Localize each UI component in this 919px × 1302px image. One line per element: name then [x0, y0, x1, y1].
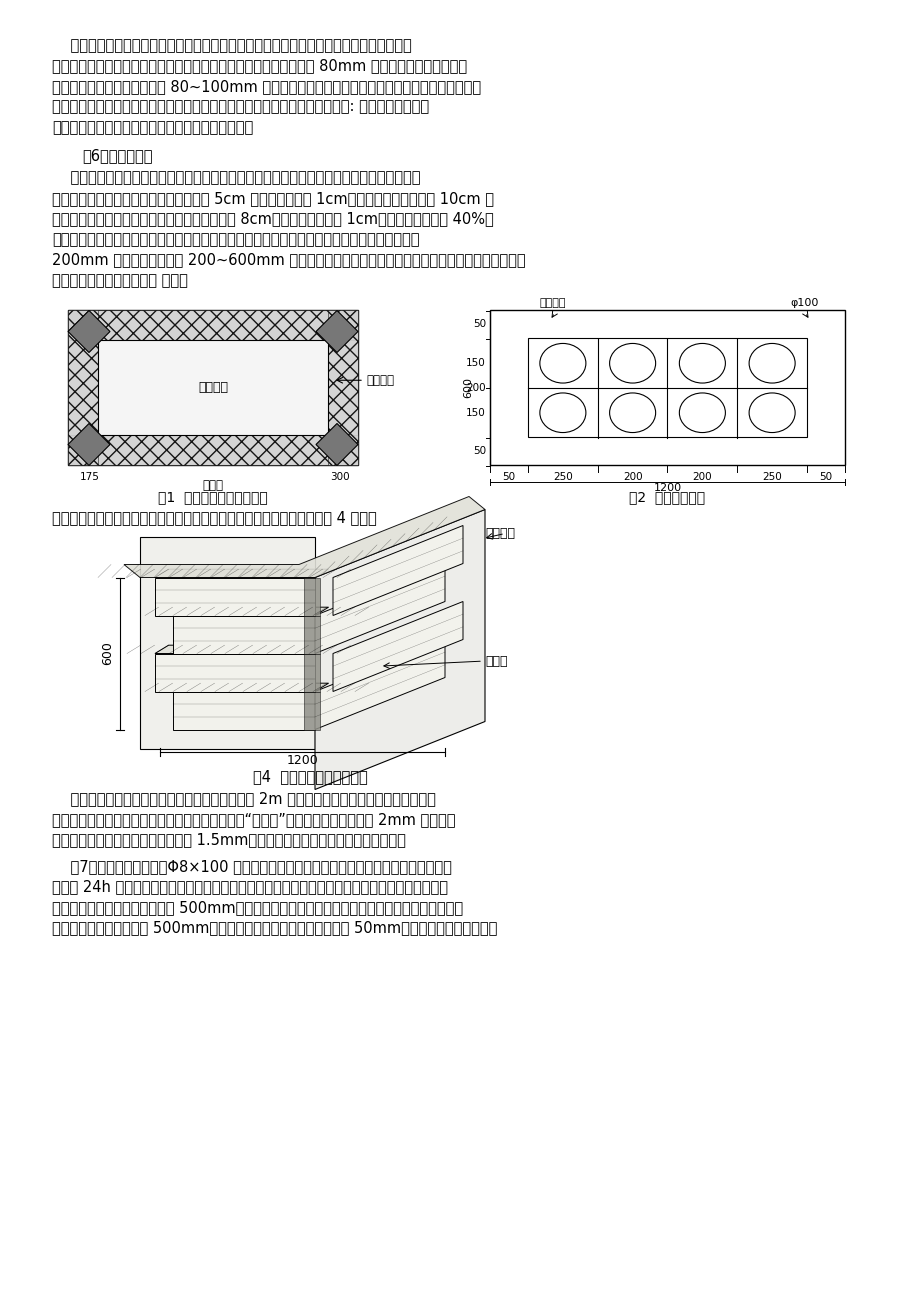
Polygon shape: [154, 578, 314, 616]
Text: （7）安装固定件：采用Φ8×100 型输丝胀管锁固件固定聚苯板，锁固件安装应至少在胶粘: （7）安装固定件：采用Φ8×100 型输丝胀管锁固件固定聚苯板，锁固件安装应至少…: [52, 859, 451, 874]
Text: 排板时按水平排列，上下错缝粘贴，阴阳角处做错茛处理。具体做法如图 4 所示：: 排板时按水平排列，上下错缝粘贴，阴阳角处做错茛处理。具体做法如图 4 所示：: [52, 510, 377, 526]
Text: 50: 50: [819, 473, 832, 483]
Text: 200mm 不得使用，宽度在 200~600mm 之间的保温板应粘贴在墙体中间部位，门窗洞口四角附加耐碱: 200mm 不得使用，宽度在 200~600mm 之间的保温板应粘贴在墙体中间部…: [52, 253, 525, 267]
Text: 门窗洞口: 门窗洞口: [198, 381, 228, 395]
Polygon shape: [303, 691, 320, 729]
Polygon shape: [315, 310, 357, 353]
Polygon shape: [173, 691, 314, 729]
Polygon shape: [68, 310, 110, 353]
Text: 50: 50: [472, 319, 485, 329]
Polygon shape: [333, 526, 462, 616]
Text: 250: 250: [762, 473, 781, 483]
Bar: [68, 310, 98, 466]
Text: 无裸露部分，施工中确保没有埋入的网清洁干静。门窗洞口及突出的阳角部位: 勒脚、阳台、雨蠓: 无裸露部分，施工中确保没有埋入的网清洁干静。门窗洞口及突出的阳角部位: 勒脚、阳…: [52, 99, 428, 115]
Bar: [490, 310, 844, 466]
Text: 150: 150: [466, 408, 485, 418]
Polygon shape: [68, 423, 110, 466]
Polygon shape: [124, 496, 484, 578]
Polygon shape: [154, 646, 328, 654]
Text: 图4  聚苯板转角排版示意图: 图4 聚苯板转角排版示意图: [253, 769, 367, 785]
Text: φ100: φ100: [789, 298, 818, 309]
Text: 300: 300: [330, 473, 349, 483]
Text: 厚度的聚苯板填塞。拼缝高差不大于 1.5mm，否则用砂纸或专用打磨机具打磨平整。: 厚度的聚苯板填塞。拼缝高差不大于 1.5mm，否则用砂纸或专用打磨机具打磨平整。: [52, 832, 405, 848]
Ellipse shape: [609, 393, 655, 432]
Text: 200: 200: [466, 383, 485, 393]
Bar: [528, 339, 806, 437]
Ellipse shape: [748, 393, 794, 432]
Polygon shape: [333, 602, 462, 691]
Polygon shape: [303, 578, 320, 616]
Bar: [68, 310, 357, 466]
Text: 1200: 1200: [287, 754, 318, 767]
Polygon shape: [173, 616, 314, 654]
Text: 降缝等部位，锁固件间距 500mm，错位锁固，锁固件锁固深度不小于 50mm。锁固件每平米不得少于: 降缝等部位，锁固件间距 500mm，错位锁固，锁固件锁固深度不小于 50mm。锁…: [52, 921, 497, 936]
Polygon shape: [315, 423, 357, 466]
Text: 600: 600: [101, 642, 114, 665]
Text: 600: 600: [462, 378, 472, 398]
Text: 凡在外墙体粘贴的聚苯板侧面边外露处（如伸缩缝、建筑沉降缝、温度缝线两侧、门窗口: 凡在外墙体粘贴的聚苯板侧面边外露处（如伸缩缝、建筑沉降缝、温度缝线两侧、门窗口: [52, 38, 412, 53]
Polygon shape: [303, 616, 320, 654]
Bar: [328, 310, 357, 466]
Text: 150: 150: [466, 358, 485, 368]
Text: 1200: 1200: [652, 483, 681, 493]
Bar: [98, 341, 328, 435]
Text: 布缝胶浆: 布缝胶浆: [539, 298, 566, 309]
Text: 板材横向粘贴，粘贴保温板按水平顺序错缝粘贴，门窗洞口采用整板切割粘贴。保温板宽度小于: 板材横向粘贴，粘贴保温板按水平顺序错缝粘贴，门窗洞口采用整板切割粘贴。保温板宽度…: [52, 232, 419, 247]
Text: 标准网布: 标准网布: [366, 374, 393, 387]
Polygon shape: [314, 564, 445, 654]
Text: （6）粘贴聚苯板: （6）粘贴聚苯板: [82, 148, 153, 164]
Text: 175: 175: [80, 473, 100, 483]
Polygon shape: [173, 684, 328, 691]
Text: 剂使用 24h 后进行，用电锥在聚苯板表面向内打孔。拧入或敲入锁固钉，钉头和园盘不超过板面。: 剂使用 24h 后进行，用电锥在聚苯板表面向内打孔。拧入或敲入锁固钉，钉头和园盘…: [52, 879, 448, 894]
Ellipse shape: [678, 344, 724, 383]
Text: 处），都做网格布翱包处理。按所需尺寸切割翱包网格布，至少留出 80mm 的翱包重叠使用。先在基: 处），都做网格布翱包处理。按所需尺寸切割翱包网格布，至少留出 80mm 的翱包重…: [52, 59, 467, 73]
Polygon shape: [303, 654, 320, 691]
Text: 250: 250: [552, 473, 573, 483]
Text: 聚苯板: 聚苯板: [202, 479, 223, 492]
Text: 图1  门窗洞口网格布加强图: 图1 门窗洞口网格布加强图: [158, 491, 267, 504]
Text: 基层墙体: 基层墙体: [484, 527, 515, 540]
Text: 聚苯板: 聚苯板: [484, 655, 507, 668]
Text: 的排气口，使粘贴中排气，每一粘点直径不小于 8cm，抚制厚度不小于 1cm，粘结面积不小于 40%。: 的排气口，使粘贴中排气，每一粘点直径不小于 8cm，抚制厚度不小于 1cm，粘结…: [52, 211, 494, 227]
Polygon shape: [173, 607, 328, 616]
Text: 板时注意清除板边溢出的胶粘剂，使板与板之间无“碘头灰”。板缝拼严，缝宽超过 2mm 时用相应: 板时注意清除板边溢出的胶粘剂，使板与板之间无“碘头灰”。板缝拼严，缝宽超过 2m…: [52, 812, 455, 827]
Text: 层上涂抒一层粘结剂，然后将 80~100mm 的加固丝网埋入，再在加固丝网上涂抒粘合剂，保证丝网: 层上涂抒一层粘结剂，然后将 80~100mm 的加固丝网埋入，再在加固丝网上涂抒…: [52, 79, 481, 94]
Text: 50: 50: [502, 473, 515, 483]
Text: 图2  聚苯板点粘法: 图2 聚苯板点粘法: [629, 491, 705, 504]
Text: 法抚刷板面，抚刷中要求边框砂浆不小于 5cm 宽，厚度不小于 1cm，在砂浆框的下边框留 10cm 宽: 法抚刷板面，抚刷中要求边框砂浆不小于 5cm 宽，厚度不小于 1cm，在砂浆框的…: [52, 191, 494, 206]
Ellipse shape: [678, 393, 724, 432]
Text: 等系统的尽端部位；变形缝等需要终止系统的部位。: 等系统的尽端部位；变形缝等需要终止系统的部位。: [52, 120, 253, 135]
Polygon shape: [314, 509, 484, 789]
Bar: [68, 310, 357, 341]
Polygon shape: [154, 569, 328, 578]
Bar: [140, 538, 314, 750]
Text: 200: 200: [692, 473, 711, 483]
Text: 玻纤网格布。具体做法如图 所示：: 玻纤网格布。具体做法如图 所示：: [52, 273, 187, 288]
Text: 200: 200: [622, 473, 641, 483]
Ellipse shape: [539, 393, 585, 432]
Ellipse shape: [748, 344, 794, 383]
Text: 粘贴保温板时采用框点法粘贴，并在板面涂刷保温板界面剂。首先用抚具将粘结砂浆按框点: 粘贴保温板时采用框点法粘贴，并在板面涂刷保温板界面剂。首先用抚具将粘结砂浆按框点: [52, 171, 420, 185]
Bar: [68, 435, 357, 466]
Text: 50: 50: [472, 447, 485, 457]
Polygon shape: [314, 639, 445, 729]
Ellipse shape: [539, 344, 585, 383]
Ellipse shape: [609, 344, 655, 383]
Polygon shape: [154, 654, 314, 691]
Text: 大墙面锁固件的固定密度为间距 500mm，梅花状分布，在洞口、窗口侧口、女儿墙顶、阴阳角、沉: 大墙面锁固件的固定密度为间距 500mm，梅花状分布，在洞口、窗口侧口、女儿墙顶…: [52, 900, 462, 915]
Text: 粘贴用专用工具轻柔、均匀挤压聚苯板，随时用 2m 靠尺和托线板检查平整度和垂直度。粘: 粘贴用专用工具轻柔、均匀挤压聚苯板，随时用 2m 靠尺和托线板检查平整度和垂直度…: [52, 792, 436, 806]
